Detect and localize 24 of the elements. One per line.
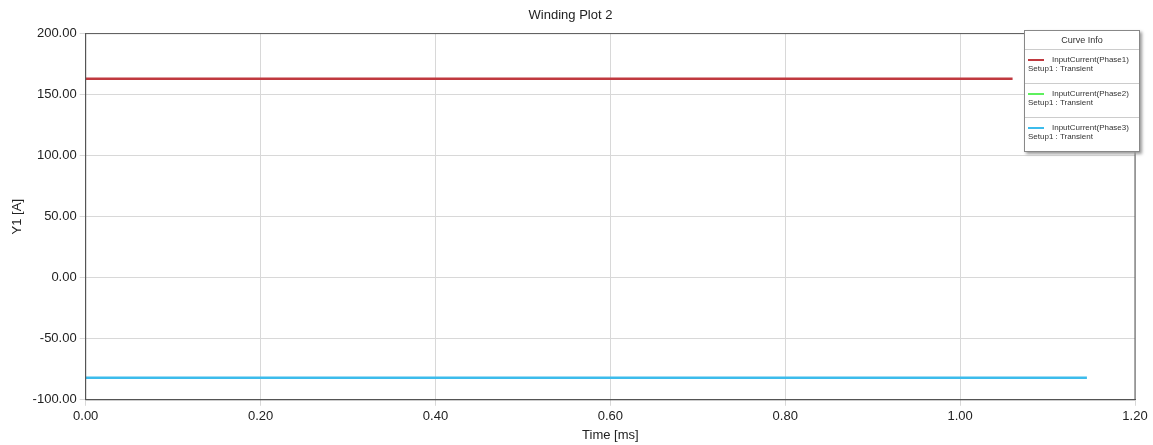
x-tick-label: 0.40 bbox=[422, 408, 449, 424]
y-tick-label: -50.00 bbox=[39, 330, 77, 346]
y-tick-label: 150.00 bbox=[36, 86, 77, 102]
annotation: Setup1 : Transient bbox=[1028, 98, 1094, 107]
x-tick-label: 0.20 bbox=[247, 408, 274, 424]
x-axis-title: Time [ms] bbox=[582, 426, 639, 442]
annotation: Setup1 : Transient bbox=[1028, 132, 1094, 141]
legend-label: InputCurrent(Phase3) bbox=[1052, 123, 1129, 132]
y-tick-label: 50.00 bbox=[44, 208, 77, 224]
y-tick-label: 100.00 bbox=[36, 147, 77, 163]
x-tick-label: 1.00 bbox=[947, 408, 973, 424]
y-axis-title: Y1 [A] bbox=[9, 198, 25, 235]
legend-label: InputCurrent(Phase1) bbox=[1052, 55, 1129, 64]
x-tick-label: 1.20 bbox=[1122, 408, 1148, 424]
chart-title: Winding Plot 2 bbox=[528, 7, 613, 23]
y-tick-label: 0.00 bbox=[51, 269, 77, 285]
y-tick-label: 200.00 bbox=[36, 25, 77, 41]
x-tick-label: 0.00 bbox=[73, 408, 99, 424]
legend-title: Curve Info bbox=[1025, 31, 1139, 50]
annotation: Setup1 : Transient bbox=[1028, 64, 1094, 73]
legend-label: InputCurrent(Phase2) bbox=[1052, 89, 1129, 98]
x-tick-label: 0.80 bbox=[772, 408, 798, 424]
y-tick-label: -100.00 bbox=[32, 391, 77, 407]
x-tick-label: 0.60 bbox=[597, 408, 623, 424]
